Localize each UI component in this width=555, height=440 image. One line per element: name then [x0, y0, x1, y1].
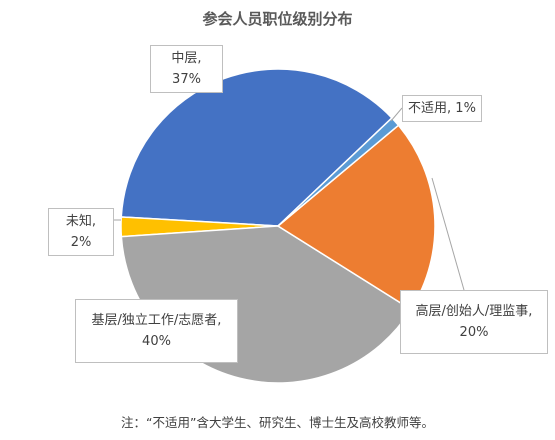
leader-line	[431, 177, 465, 291]
pie-slice	[120, 68, 393, 227]
data-label: 未知, 2%	[48, 208, 114, 256]
footnote: 注：“不适用”含大学生、研究生、博士生及高校教师等。	[121, 415, 434, 430]
data-label: 高层/创始人/理监事, 20%	[400, 290, 548, 354]
leader-line	[390, 107, 403, 122]
chart-title: 参会人员职位级别分布	[202, 10, 353, 28]
data-label: 不适用, 1%	[402, 95, 482, 122]
pie-slice	[277, 116, 400, 227]
data-label: 中层, 37%	[150, 45, 223, 93]
data-label: 基层/独立工作/志愿者, 40%	[75, 299, 238, 363]
